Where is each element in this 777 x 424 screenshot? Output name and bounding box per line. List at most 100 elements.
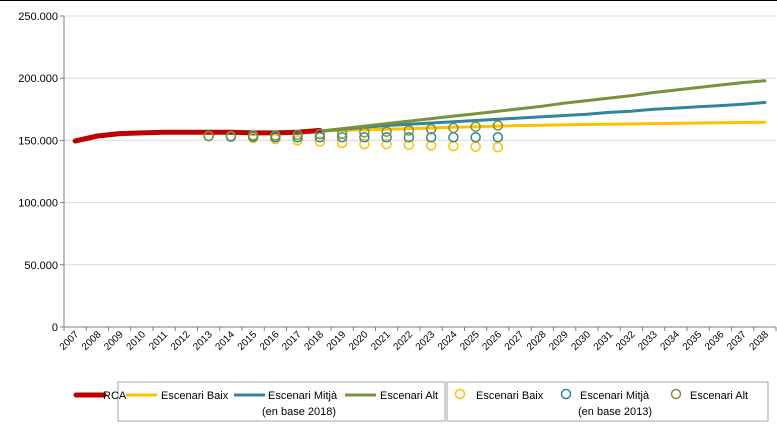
legend-alt-2013-swatch (670, 388, 682, 400)
series-line (318, 79, 767, 133)
x-tick-label: 2031 (592, 329, 616, 353)
data-point (403, 139, 415, 151)
grid-lines (64, 15, 776, 266)
series-line (318, 120, 767, 133)
x-tick-label: 2030 (569, 329, 593, 353)
x-tick-label: 2025 (458, 329, 482, 353)
x-tick-label: 2029 (547, 329, 571, 353)
legend-baix-2018-label: Escenari Baix (161, 390, 229, 402)
data-point (359, 138, 370, 150)
x-tick-label: 2017 (280, 329, 304, 353)
x-tick-label: 2020 (347, 329, 371, 353)
x-tick-label: 2022 (391, 329, 415, 353)
legend-alt-2018-label: Escenari Alt (380, 390, 438, 402)
data-point (270, 130, 281, 141)
series-1 (318, 120, 767, 133)
series-6 (203, 120, 504, 142)
x-tick-label: 2037 (725, 329, 749, 353)
y-tick-label: 50.000 (24, 260, 58, 272)
series-0 (72, 127, 323, 144)
legend-baix-2013-swatch (454, 388, 466, 400)
data-point (403, 125, 415, 136)
legend: RCA Escenari Baix Escenari Mitjà Escenar… (73, 381, 769, 422)
x-tick-label: 2028 (525, 329, 549, 353)
data-point (492, 132, 504, 143)
x-tick-label: 2013 (191, 329, 215, 353)
data-point (225, 130, 237, 142)
data-point (359, 132, 370, 143)
axes (63, 16, 776, 328)
legend-baix-2013-label: Escenari Baix (476, 390, 544, 402)
x-tick-label: 2032 (614, 329, 638, 353)
x-tick-label: 2015 (236, 329, 260, 353)
data-point (247, 130, 259, 141)
y-tick-label: 100.000 (18, 198, 58, 210)
data-point (470, 132, 481, 143)
data-point (448, 140, 459, 152)
legend-mitja-2018-label: Escenari Mitjà (268, 390, 338, 402)
y-tick-label: 150.000 (18, 135, 58, 147)
x-tick-label: 2023 (414, 329, 438, 353)
data-point (470, 121, 481, 132)
legend-group2-caption: (en base 2013) (578, 406, 652, 418)
y-axis-ticks: 0 50.000 100.000 150.000 200.000 250.000 (18, 11, 64, 334)
data-point (359, 127, 370, 138)
x-tick-label: 2009 (102, 329, 126, 353)
data-point (292, 135, 303, 146)
data-point (381, 138, 392, 150)
data-point (381, 132, 392, 143)
data-point (425, 123, 437, 135)
series-layer (72, 79, 767, 153)
data-point (336, 132, 348, 143)
data-point (470, 141, 481, 152)
data-point (403, 132, 415, 143)
x-tick-label: 2019 (325, 329, 349, 353)
y-tick-label: 200.000 (18, 73, 58, 85)
x-tick-label: 2012 (169, 329, 193, 353)
legend-box-1 (117, 381, 446, 422)
data-point (314, 132, 326, 143)
data-point (314, 136, 326, 147)
data-point (492, 141, 504, 153)
series-line (318, 101, 767, 133)
x-tick-label: 2018 (302, 329, 326, 353)
x-tick-label: 2007 (58, 329, 82, 353)
data-point (314, 128, 326, 140)
x-tick-label: 2026 (480, 329, 504, 353)
x-tick-label: 2008 (80, 329, 104, 353)
series-line (72, 127, 323, 144)
x-tick-label: 2038 (747, 329, 771, 353)
x-tick-label: 2035 (681, 329, 705, 353)
data-point (203, 130, 214, 142)
x-tick-label: 2011 (147, 329, 170, 352)
data-point (492, 120, 504, 131)
data-point (292, 129, 303, 141)
legend-box-2 (446, 381, 769, 422)
y-tick-label: 250.000 (18, 11, 58, 23)
x-tick-label: 2034 (658, 329, 682, 353)
top-rule (0, 0, 777, 1)
x-tick-label: 2021 (369, 329, 393, 353)
data-point (425, 132, 437, 143)
data-point (381, 126, 392, 137)
data-point (336, 128, 348, 139)
data-point (425, 140, 437, 151)
series-2 (318, 101, 767, 133)
legend-alt-2013-label: Escenari Alt (690, 390, 748, 402)
x-tick-label: 2033 (636, 329, 660, 353)
x-tick-label: 2024 (436, 329, 460, 353)
legend-mitja-2013-label: Escenari Mitjà (580, 390, 650, 402)
y-tick-label: 0 (52, 322, 58, 334)
x-tick-label: 2010 (124, 329, 148, 353)
x-tick-label: 2014 (213, 329, 237, 353)
x-tick-label: 2036 (703, 329, 727, 353)
legend-group1-caption: (en base 2018) (262, 406, 336, 418)
x-tick-label: 2027 (503, 329, 527, 353)
data-point (448, 122, 459, 134)
legend-mitja-2013-swatch (560, 388, 572, 400)
series-3 (318, 79, 767, 133)
legend-rca-label: RCA (103, 390, 127, 402)
x-tick-label: 2016 (258, 329, 282, 353)
